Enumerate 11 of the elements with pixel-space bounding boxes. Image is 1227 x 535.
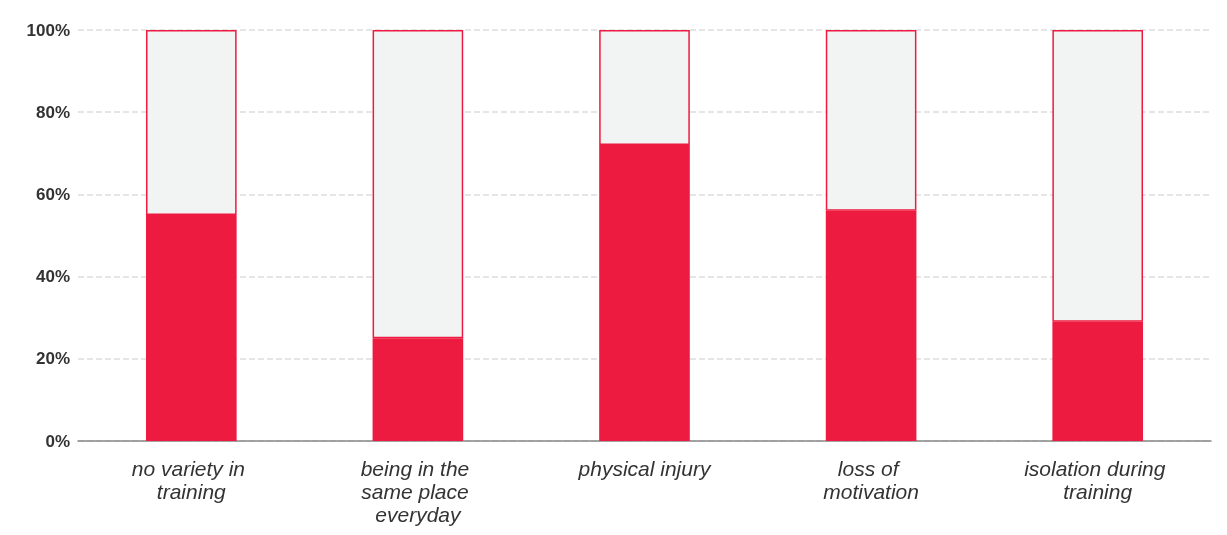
x-tick-label: no variety in training (131, 457, 251, 503)
x-tick-label: physical injury (577, 457, 712, 480)
x-tick-label: isolation during training (1024, 457, 1172, 503)
x-tick-label: being in the same place everyday (360, 457, 476, 526)
y-tick-label: 20% (35, 349, 70, 369)
y-tick-label: 80% (35, 102, 70, 122)
y-tick-label: 100% (26, 20, 70, 40)
x-tick-label: loss of motivation (823, 457, 919, 503)
y-tick-label: 0% (45, 431, 70, 451)
y-tick-label: 40% (35, 267, 70, 287)
y-tick-label: 60% (35, 184, 70, 204)
